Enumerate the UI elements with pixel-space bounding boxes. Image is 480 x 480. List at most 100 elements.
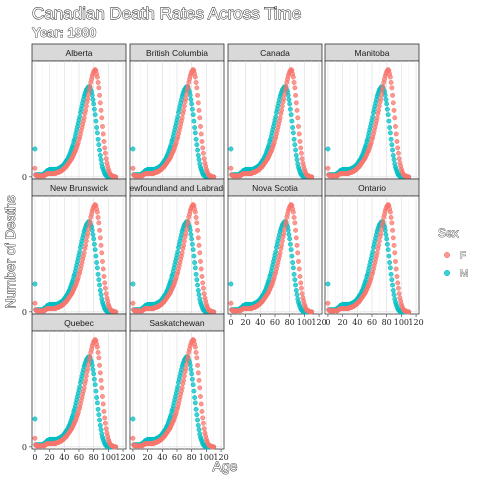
facet-nova-scotia: Nova Scotia0 20 40 60 80 100 120	[228, 179, 327, 327]
data-point-F	[197, 243, 201, 247]
data-point-F	[392, 108, 396, 112]
data-point-F	[182, 374, 186, 378]
data-point-F	[291, 210, 295, 214]
data-point-M	[196, 288, 200, 292]
data-point-F	[181, 108, 185, 112]
legend-label-F: F	[460, 251, 466, 262]
data-point-M	[33, 417, 37, 421]
data-point-M	[293, 142, 297, 146]
data-point-F	[396, 281, 400, 285]
data-point-M	[229, 147, 233, 151]
data-point-F	[393, 124, 397, 128]
data-point-F	[299, 151, 303, 155]
data-point-F	[201, 151, 205, 155]
data-point-F	[293, 228, 297, 232]
data-point-M	[384, 237, 388, 241]
data-point-M	[176, 115, 180, 119]
data-point-M	[292, 272, 296, 276]
data-point-M	[189, 97, 193, 101]
data-point-M	[92, 107, 96, 111]
data-point-M	[392, 157, 396, 161]
data-point-F	[379, 231, 383, 235]
x-tick-label: 120	[408, 318, 423, 327]
data-point-F	[182, 104, 186, 108]
data-point-F	[114, 175, 118, 179]
data-point-F	[96, 80, 100, 84]
data-point-F	[98, 101, 102, 105]
data-point-F	[82, 116, 86, 120]
data-point-M	[292, 137, 296, 141]
data-point-F	[114, 310, 118, 314]
data-point-F	[33, 301, 37, 305]
x-tick-label: 80	[187, 453, 197, 462]
facet-strip-label: Quebec	[64, 318, 95, 328]
x-tick-label: 20	[45, 453, 55, 462]
data-point-M	[387, 260, 391, 264]
data-point-F	[377, 104, 381, 108]
data-point-M	[193, 401, 197, 405]
data-point-F	[202, 426, 206, 430]
data-point-F	[103, 146, 107, 150]
chart-title: Canadian Death Rates Across Time	[32, 4, 301, 23]
data-point-M	[190, 377, 194, 381]
data-point-F	[88, 220, 92, 224]
facet-british-columbia: British Columbia	[130, 44, 224, 179]
data-point-F	[393, 251, 397, 255]
data-point-F	[193, 345, 197, 349]
data-point-M	[91, 102, 95, 106]
data-point-F	[103, 281, 107, 285]
data-point-F	[180, 386, 184, 390]
data-point-F	[193, 75, 197, 79]
data-point-F	[388, 210, 392, 214]
legend-title: Sex	[438, 226, 459, 240]
data-point-F	[381, 220, 385, 224]
data-point-M	[389, 272, 393, 276]
data-point-F	[278, 116, 282, 120]
data-point-F	[202, 291, 206, 295]
data-point-F	[198, 259, 202, 263]
data-point-F	[82, 386, 86, 390]
data-point-M	[131, 417, 135, 421]
facet-manitoba: Manitoba	[325, 44, 419, 179]
data-point-F	[297, 132, 301, 136]
data-point-M	[196, 153, 200, 157]
data-point-F	[407, 175, 411, 179]
data-point-F	[279, 243, 283, 247]
facet-strip-label: Saskatchewan	[149, 318, 205, 328]
data-point-M	[192, 254, 196, 258]
data-point-M	[295, 292, 299, 296]
data-point-F	[396, 146, 400, 150]
data-point-M	[291, 131, 295, 135]
data-point-M	[94, 395, 98, 399]
data-point-F	[102, 409, 106, 413]
data-point-M	[385, 107, 389, 111]
data-point-M	[192, 119, 196, 123]
data-point-F	[280, 239, 284, 243]
data-point-F	[86, 92, 90, 96]
data-point-M	[96, 272, 100, 276]
data-point-M	[190, 107, 194, 111]
data-point-F	[195, 228, 199, 232]
data-point-F	[131, 436, 135, 440]
data-point-M	[195, 277, 199, 281]
data-point-F	[391, 236, 395, 240]
data-point-F	[99, 243, 103, 247]
x-tick-label: 80	[382, 318, 392, 327]
data-point-F	[278, 251, 282, 255]
data-point-M	[192, 389, 196, 393]
data-point-F	[103, 151, 107, 155]
data-point-M	[371, 115, 375, 119]
data-point-F	[282, 92, 286, 96]
facet-canada: Canada	[228, 44, 322, 179]
data-point-F	[97, 228, 101, 232]
data-point-F	[212, 445, 216, 449]
data-point-F	[395, 139, 399, 143]
data-point-M	[287, 97, 291, 101]
data-point-M	[33, 282, 37, 286]
data-point-F	[389, 80, 393, 84]
data-point-F	[196, 236, 200, 240]
data-point-F	[391, 101, 395, 105]
data-point-M	[95, 401, 99, 405]
data-point-M	[94, 125, 98, 129]
data-point-M	[92, 377, 96, 381]
